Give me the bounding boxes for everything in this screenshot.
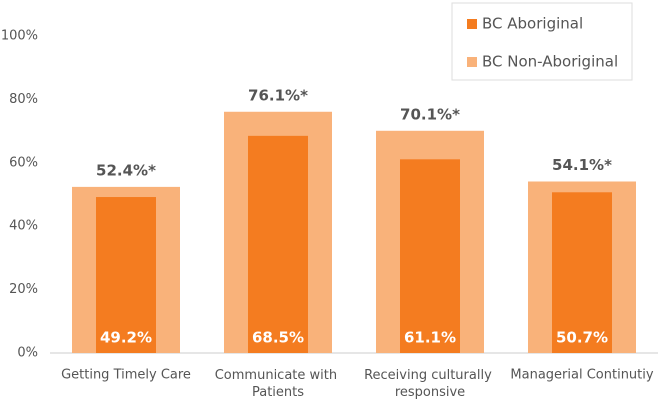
x-tick-label: Managerial Continutiy (510, 368, 653, 383)
bar (248, 135, 308, 353)
y-tick-label: 0% (17, 346, 38, 361)
y-tick-label: 20% (9, 282, 38, 297)
bar (96, 197, 156, 353)
legend-box (451, 2, 633, 81)
value-label: 68.5% (252, 329, 304, 347)
bar (400, 159, 460, 353)
value-label: 50.7% (556, 329, 608, 347)
y-tick-label: 40% (9, 219, 38, 234)
legend-label: BC Aboriginal (482, 15, 583, 33)
legend-label: BC Non-Aboriginal (482, 53, 618, 71)
value-label: 52.4%* (96, 161, 156, 179)
x-tick-label: Getting Timely Care (61, 368, 191, 383)
x-tick-label: Communicate with Patients (215, 368, 342, 400)
bar (552, 192, 612, 353)
x-tick-label: Receiving culturally responsive (364, 368, 496, 400)
y-tick-label: 100% (1, 29, 38, 44)
legend-swatch (467, 19, 477, 29)
value-label: 61.1% (404, 329, 456, 347)
value-label: 70.1%* (400, 105, 460, 123)
value-label: 54.1%* (552, 156, 612, 174)
value-label: 76.1%* (248, 86, 308, 104)
legend-swatch (467, 57, 477, 67)
value-label: 49.2% (100, 329, 152, 347)
y-tick-label: 80% (9, 92, 38, 107)
y-tick-label: 60% (9, 155, 38, 170)
